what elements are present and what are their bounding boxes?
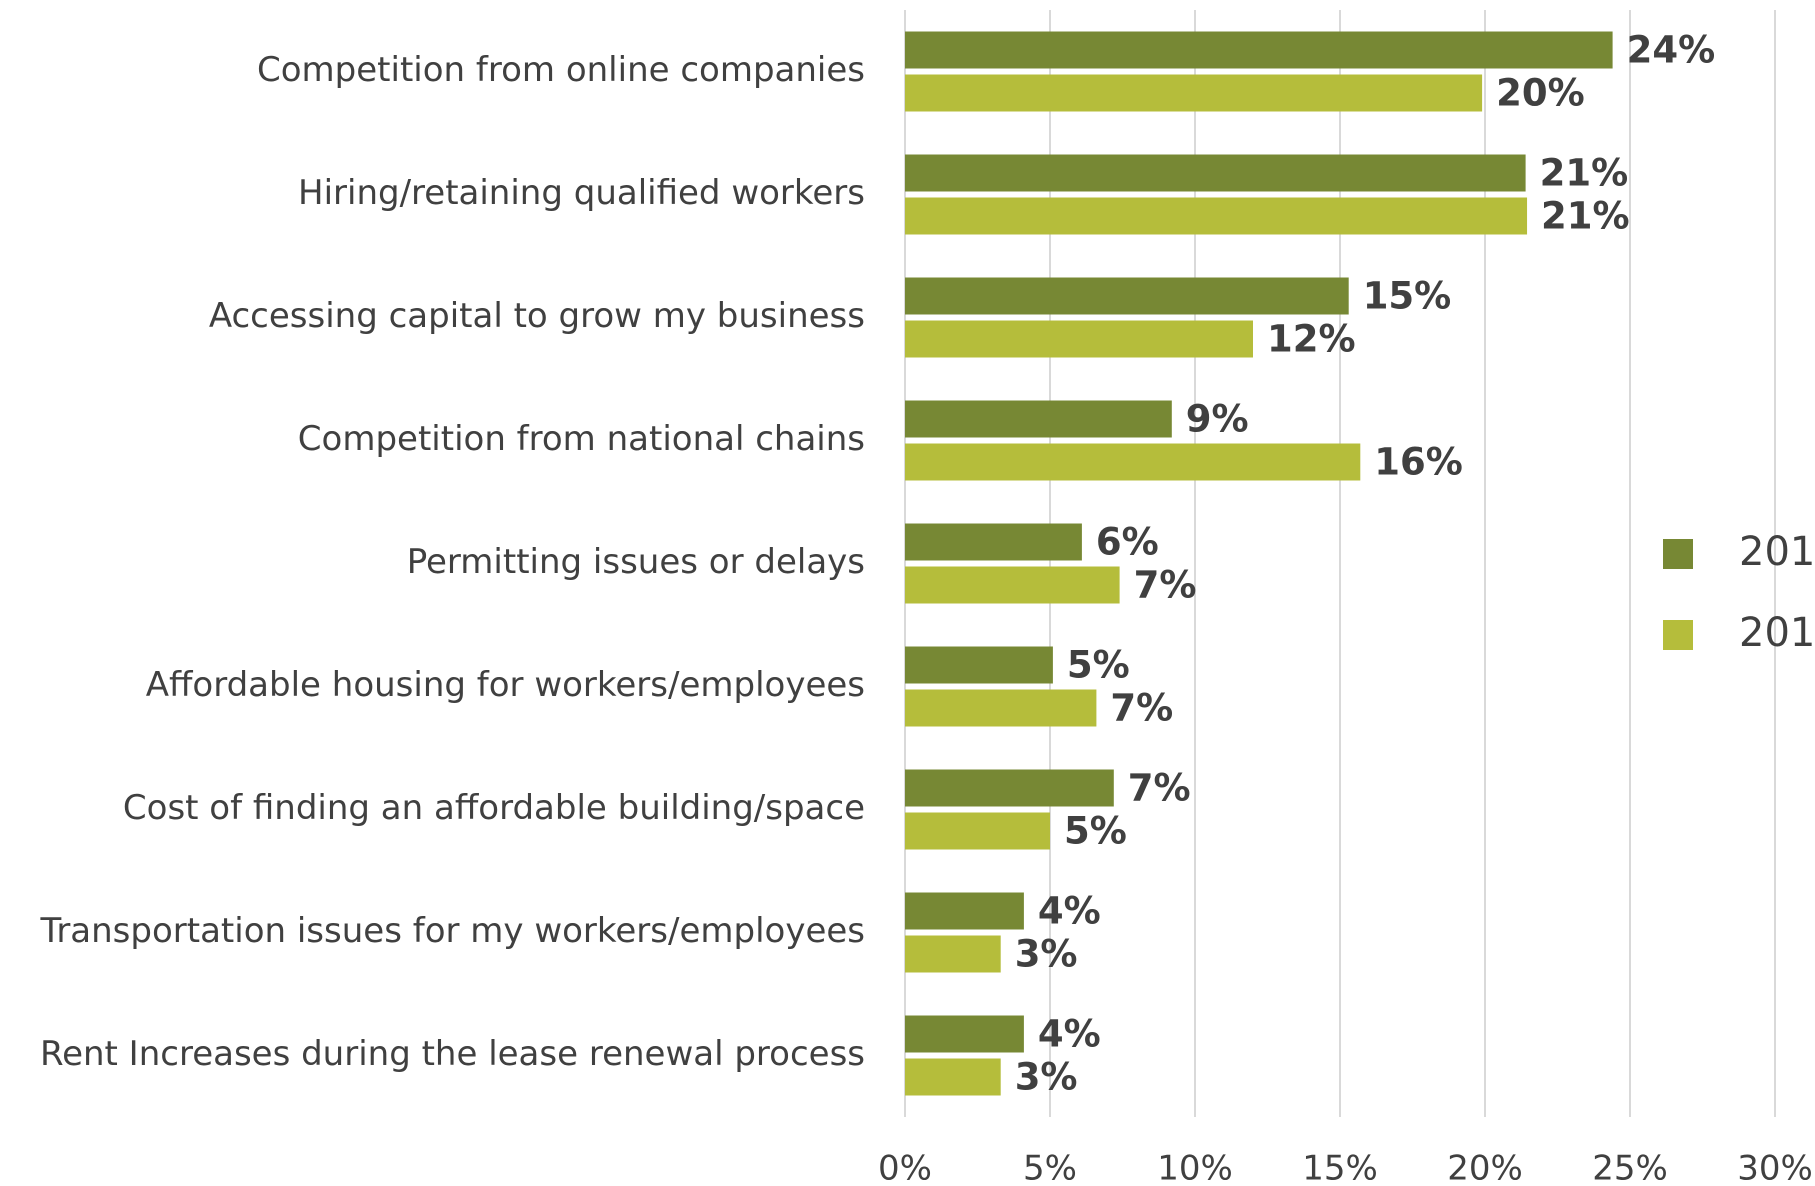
value-label: 12% <box>1267 318 1356 361</box>
category-label: Hiring/retaining qualified workers <box>298 173 865 213</box>
value-label: 21% <box>1540 152 1629 195</box>
value-label: 9% <box>1186 398 1249 441</box>
category-label: Competition from online companies <box>257 50 865 90</box>
x-tick-label: 30% <box>1737 1149 1813 1186</box>
value-label: 4% <box>1038 890 1101 933</box>
value-label: 3% <box>1015 933 1078 976</box>
category-label: Accessing capital to grow my business <box>209 296 865 336</box>
bar <box>905 812 1050 850</box>
value-label: 16% <box>1374 441 1463 484</box>
value-label: 7% <box>1110 687 1173 730</box>
bar <box>905 31 1613 69</box>
category-label: Transportation issues for my workers/emp… <box>40 911 865 951</box>
bar <box>905 1058 1001 1096</box>
value-label: 21% <box>1541 195 1630 238</box>
value-label: 6% <box>1096 521 1159 564</box>
legend-label: 2018 <box>1739 610 1815 656</box>
bar <box>905 689 1097 727</box>
x-tick-label: 25% <box>1592 1149 1668 1186</box>
x-tick-label: 20% <box>1447 1149 1523 1186</box>
value-label: 15% <box>1363 275 1452 318</box>
bar <box>905 154 1526 192</box>
value-label: 20% <box>1496 72 1585 115</box>
bar <box>905 197 1528 235</box>
value-label: 7% <box>1128 767 1191 810</box>
legend-swatch <box>1663 620 1693 650</box>
category-label: Cost of finding an affordable building/s… <box>123 788 865 828</box>
bar <box>905 1015 1024 1053</box>
bar <box>905 935 1001 973</box>
value-label: 4% <box>1038 1013 1101 1056</box>
bar <box>905 74 1483 112</box>
category-label: Affordable housing for workers/employees <box>146 665 865 705</box>
x-tick-label: 5% <box>1023 1149 1077 1186</box>
category-label: Competition from national chains <box>298 419 865 459</box>
value-label: 5% <box>1064 810 1127 853</box>
bar <box>905 277 1349 315</box>
x-tick-label: 10% <box>1157 1149 1233 1186</box>
value-label: 24% <box>1627 29 1716 72</box>
bar <box>905 769 1114 807</box>
bar <box>905 646 1053 684</box>
x-tick-label: 15% <box>1302 1149 1378 1186</box>
legend-swatch <box>1663 539 1693 569</box>
value-label: 3% <box>1015 1056 1078 1099</box>
value-label: 5% <box>1067 644 1130 687</box>
bar <box>905 566 1120 604</box>
bar <box>905 443 1361 481</box>
value-label: 7% <box>1134 564 1197 607</box>
category-label: Permitting issues or delays <box>407 542 865 582</box>
bar <box>905 523 1082 561</box>
category-label: Rent Increases during the lease renewal … <box>40 1034 865 1074</box>
bar <box>905 892 1024 930</box>
bar <box>905 320 1253 358</box>
legend-label: 2019 <box>1739 529 1815 575</box>
x-tick-label: 0% <box>878 1149 932 1186</box>
bar <box>905 400 1172 438</box>
